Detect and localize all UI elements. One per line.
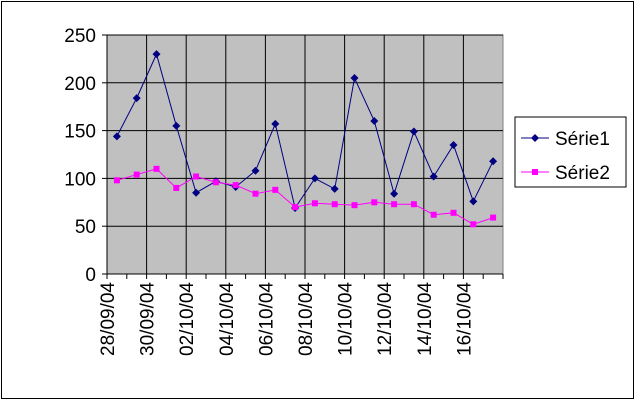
x-tick-label: 12/10/04 (375, 282, 396, 356)
marker (350, 74, 359, 83)
marker (430, 211, 437, 218)
marker (252, 190, 259, 197)
marker (371, 199, 378, 206)
y-tick-label: 100 (64, 169, 96, 190)
x-tick-label: 06/10/04 (256, 282, 277, 356)
marker (192, 188, 201, 197)
marker (292, 204, 299, 211)
y-tick-label: 200 (64, 74, 96, 95)
y-tick-label: 0 (85, 265, 96, 286)
marker (272, 186, 279, 193)
y-tick-label: 250 (64, 26, 96, 47)
marker (351, 202, 358, 209)
legend-marker (531, 134, 539, 142)
marker (449, 140, 458, 149)
marker (193, 173, 200, 180)
x-tick-label: 28/09/04 (98, 282, 119, 356)
marker (251, 166, 260, 175)
x-tick-label: 14/10/04 (415, 282, 436, 356)
x-tick-label: 08/10/04 (296, 282, 317, 356)
marker (133, 171, 140, 178)
marker (410, 201, 417, 208)
marker (310, 174, 319, 183)
marker (112, 132, 121, 141)
marker (330, 184, 339, 193)
marker (370, 117, 379, 126)
x-tick-label: 10/10/04 (336, 282, 357, 356)
marks (112, 50, 498, 228)
marker (271, 119, 280, 128)
x-tick-label: 02/10/04 (177, 282, 198, 356)
marker (152, 50, 161, 59)
marker (173, 184, 180, 191)
marker (132, 94, 141, 103)
x-tick-label: 30/09/04 (138, 282, 159, 356)
y-tick-label: 150 (64, 122, 96, 143)
marker (172, 121, 181, 130)
x-tick-label: 04/10/04 (217, 282, 238, 356)
marker (390, 189, 399, 198)
marker (232, 182, 239, 189)
x-tick-label: 16/10/04 (454, 282, 475, 356)
marker (153, 165, 160, 172)
marker (450, 209, 457, 216)
marker (489, 157, 498, 166)
legend-label: Série2 (555, 163, 610, 184)
marker (113, 177, 120, 184)
legend-label: Série1 (555, 129, 610, 150)
marker (391, 201, 398, 208)
series-line (116, 168, 494, 225)
legend-marker (532, 169, 538, 175)
grid (102, 34, 504, 279)
marker (469, 197, 478, 206)
marker (212, 179, 219, 186)
marker (470, 221, 477, 228)
marker (311, 200, 318, 207)
marker (429, 172, 438, 181)
legend-box (514, 116, 627, 188)
series-line (116, 52, 494, 210)
marker (409, 127, 418, 136)
marker (490, 214, 497, 221)
y-tick-label: 50 (75, 217, 96, 238)
marker (331, 201, 338, 208)
